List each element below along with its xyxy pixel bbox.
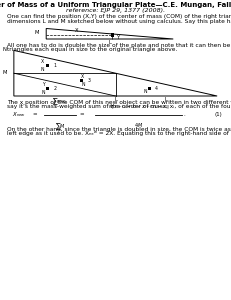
- Text: $\sum_{i} M$: $\sum_{i} M$: [55, 121, 65, 136]
- Text: (1): (1): [214, 112, 222, 117]
- Text: N: N: [3, 47, 6, 52]
- Text: On the other hand, since the triangle is doubled in size, the COM is twice as fa: On the other hand, since the triangle is…: [7, 127, 231, 132]
- Text: L: L: [108, 40, 111, 45]
- Text: Y: Y: [117, 34, 120, 40]
- Text: 4: 4: [155, 86, 158, 91]
- Text: dimensions L and M sketched below without using calculus. Say this plate has mas: dimensions L and M sketched below withou…: [7, 19, 231, 24]
- Text: N: N: [81, 82, 85, 87]
- Text: N: N: [143, 89, 146, 94]
- Text: One can find the position (X,Y) of the center of mass (COM) of the right triangu: One can find the position (X,Y) of the c…: [7, 14, 231, 20]
- Text: reference: EJP 29, 1377 (2008).: reference: EJP 29, 1377 (2008).: [66, 8, 165, 14]
- Text: Center of Mass of a Uniform Triangular Plate—C.E. Mungan, Fall 2000: Center of Mass of a Uniform Triangular P…: [0, 2, 231, 8]
- Text: $\sum_{i} m x_i$: $\sum_{i} m x_i$: [52, 96, 68, 111]
- Text: The x position of the COM of this new object can be written in two different way: The x position of the COM of this new ob…: [7, 100, 231, 105]
- Text: triangles each equal in size to the original triangle above.: triangles each equal in size to the orig…: [7, 47, 177, 52]
- Bar: [80, 79, 83, 82]
- Text: 2: 2: [54, 86, 57, 91]
- Text: X: X: [75, 28, 79, 33]
- Text: X: X: [40, 59, 43, 64]
- Text: $4M$: $4M$: [134, 121, 143, 129]
- Text: .: .: [184, 112, 185, 117]
- Text: 1: 1: [54, 63, 57, 68]
- Text: L: L: [165, 97, 168, 102]
- Text: say it’s the mass-weighted sum of the center of mass, xᵢ, of each of the four co: say it’s the mass-weighted sum of the ce…: [7, 104, 231, 109]
- Text: $X_{new}$: $X_{new}$: [12, 110, 26, 119]
- Bar: [46, 87, 49, 90]
- Text: =: =: [32, 112, 37, 117]
- Bar: [46, 64, 49, 67]
- Text: M: M: [2, 70, 7, 75]
- Text: L: L: [114, 97, 117, 102]
- Text: left edge as it used to be. Xₙₑʷ = 2X. Equating this to the right-hand side of E: left edge as it used to be. Xₙₑʷ = 2X. E…: [7, 131, 231, 136]
- Text: N: N: [41, 90, 45, 94]
- Text: X: X: [81, 74, 84, 79]
- Text: =: =: [80, 112, 84, 117]
- Bar: [148, 87, 151, 90]
- Text: 3: 3: [87, 78, 90, 83]
- Text: All one has to do is double the size of the plate and note that it can then be s: All one has to do is double the size of …: [7, 43, 231, 48]
- Bar: [111, 33, 114, 37]
- Text: Y: Y: [42, 82, 45, 87]
- Text: N: N: [40, 67, 44, 72]
- Text: $M[X+(L-X)+X+(2L-X)]$: $M[X+(L-X)+X+(2L-X)]$: [108, 104, 170, 111]
- Text: M: M: [35, 30, 39, 35]
